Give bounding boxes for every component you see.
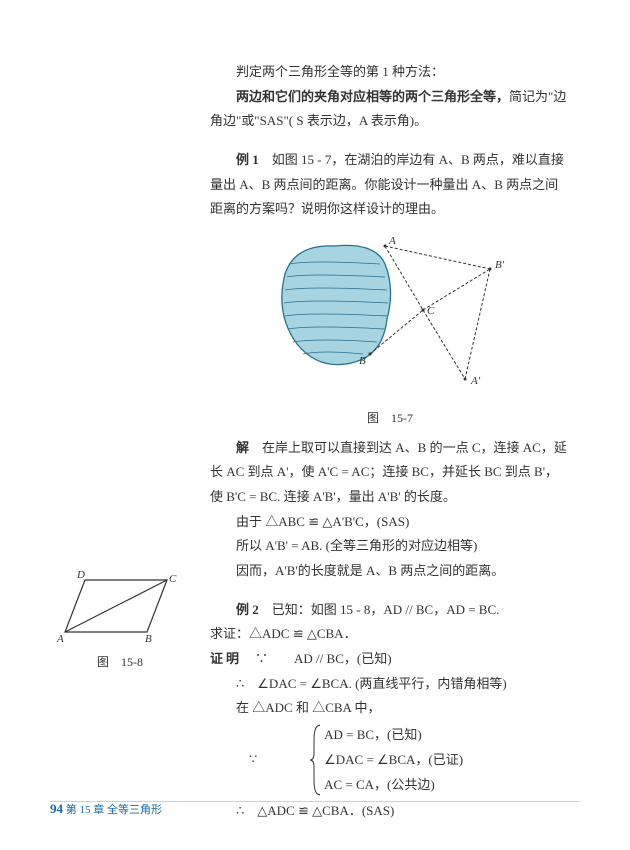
figure-15-8: A B C D 图 15-8 — [50, 570, 190, 674]
chapter-label: 第 15 章 全等三角形 — [66, 804, 162, 816]
pv4: ∴ △ADC ≌ △CBA．(SAS) — [236, 799, 570, 824]
ex1-label: 例 1 — [236, 152, 259, 167]
rule-line: 两边和它们的夹角对应相等的两个三角形全等，简记为"边角边"或"SAS"( S 表… — [210, 85, 570, 134]
svg-text:A: A — [56, 633, 64, 645]
ex1-body: 如图 15 - 7，在湖泊的岸边有 A、B 两点，难以直接量出 A、B 两点间的… — [210, 152, 564, 216]
fig158-caption: 图 15-8 — [50, 651, 190, 674]
proof-line: 证明 ∵ AD // BC，(已知) — [210, 647, 570, 672]
svg-text:D: D — [76, 570, 85, 581]
prove-label: 证明 — [210, 647, 242, 672]
main-column: 判定两个三角形全等的第 1 种方法： 两边和它们的夹角对应相等的两个三角形全等，… — [210, 60, 570, 824]
sol-label: 解 — [236, 440, 249, 455]
rule-bold: 两边和它们的夹角对应相等的两个三角形全等， — [236, 89, 509, 104]
ex2-label: 例 2 — [236, 602, 259, 617]
page-number: 94 — [50, 801, 63, 816]
br1: AD = BC，(已知) — [324, 723, 570, 748]
sol-line2: 由于 △ABC ≌ △A'B'C，(SAS) — [210, 510, 570, 535]
svg-text:B': B' — [495, 259, 505, 271]
fig157-caption: 图 15-7 — [210, 407, 570, 430]
solution-para: 解 在岸上取可以直接到达 A、B 的一点 C，连接 AC，延长 AC 到点 A'… — [210, 436, 570, 510]
example2: 例 2 已知：如图 15 - 8，AD // BC，AD = BC. — [210, 598, 570, 623]
brace-group: ∵ AD = BC，(已知) ∠DAC = ∠BCA，(已证) AC = CA，… — [269, 723, 571, 797]
sol-body1: 在岸上取可以直接到达 A、B 的一点 C，连接 AC，延长 AC 到点 A'，使… — [210, 440, 567, 504]
example1: 例 1 如图 15 - 7，在湖泊的岸边有 A、B 两点，难以直接量出 A、B … — [210, 148, 570, 222]
svg-text:B: B — [145, 633, 152, 645]
intro-line: 判定两个三角形全等的第 1 种方法： — [210, 60, 570, 85]
ex2-body: 已知：如图 15 - 8，AD // BC，AD = BC. — [272, 602, 500, 617]
br2: ∠DAC = ∠BCA，(已证) — [324, 748, 570, 773]
ex2-req: 求证：△ADC ≌ △CBA． — [210, 622, 570, 647]
left-brace-icon — [310, 723, 322, 797]
br3: AC = CA，(公共边) — [324, 773, 570, 798]
sol-line4: 因而，A'B'的长度就是 A、B 两点之间的距离。 — [210, 559, 570, 584]
svg-text:B: B — [359, 355, 366, 367]
pv3: 在 △ADC 和 △CBA 中， — [210, 696, 570, 721]
parallelogram-diagram-icon: A B C D — [55, 570, 185, 645]
pv1: ∵ AD // BC，(已知) — [255, 651, 392, 666]
figure-15-7: A B C A' B' 图 15-7 — [210, 234, 570, 429]
svg-text:C: C — [427, 305, 435, 317]
because-symbol: ∵ — [249, 748, 257, 773]
svg-text:A': A' — [470, 375, 481, 387]
page-footer: 94 第 15 章 全等三角形 — [50, 797, 162, 822]
svg-text:A: A — [388, 235, 396, 247]
lake-diagram-icon: A B C A' B' — [265, 234, 515, 394]
brace-content: AD = BC，(已知) ∠DAC = ∠BCA，(已证) AC = CA，(公… — [310, 723, 570, 797]
pv2: ∴ ∠DAC = ∠BCA. (两直线平行，内错角相等) — [236, 672, 570, 697]
svg-text:C: C — [169, 573, 177, 585]
sol-line3: 所以 A'B' = AB. (全等三角形的对应边相等) — [210, 534, 570, 559]
